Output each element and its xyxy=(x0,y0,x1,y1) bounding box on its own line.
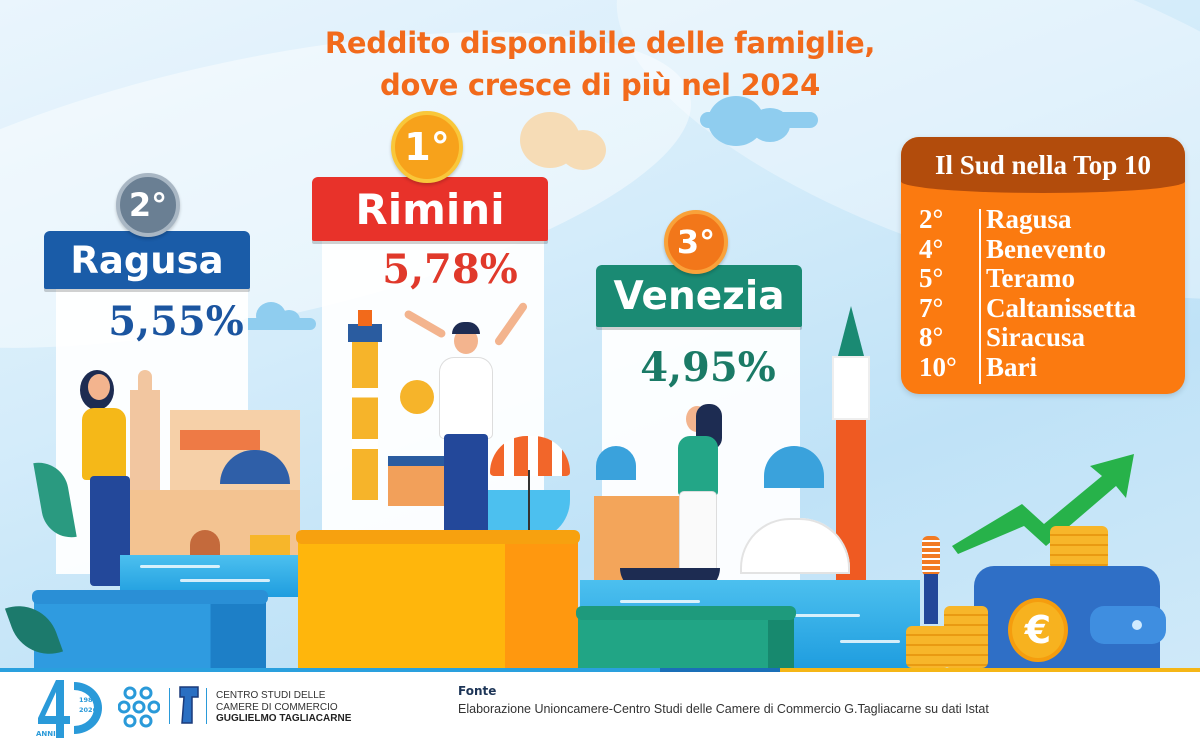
logo-separator xyxy=(169,688,170,724)
anniversary-years-top: 1986 xyxy=(79,696,98,704)
cloud-icon xyxy=(700,92,820,146)
org-line-1: CENTRO STUDI DELLE xyxy=(216,690,326,701)
title-line-2: dove cresce di più nel 2024 xyxy=(380,68,820,102)
venezia-rank-medal: 3° xyxy=(664,210,728,274)
top10-city: Benevento xyxy=(986,233,1106,264)
top10-rank: 10° xyxy=(919,351,957,382)
rimini-podium-block xyxy=(296,530,580,668)
top10-city: Siracusa xyxy=(986,322,1086,353)
org-line-3: GUGLIELMO TAGLIACARNE xyxy=(216,713,352,724)
page-title: Reddito disponibile delle famiglie, dove… xyxy=(0,22,1200,106)
venezia-city-label: Venezia xyxy=(613,273,785,319)
rimini-scene xyxy=(300,300,590,560)
top10-row: 10° Bari xyxy=(913,351,1178,383)
top10-row: 5° Teramo xyxy=(913,264,1178,294)
source-title: Fonte xyxy=(458,684,497,698)
ragusa-banner: Ragusa xyxy=(44,231,250,289)
footer xyxy=(0,668,1200,748)
top10-rank: 5° xyxy=(919,263,944,294)
top10-rank: 7° xyxy=(919,292,944,323)
rimini-rank-medal: 1° xyxy=(391,111,463,183)
rimini-value: 5,78% xyxy=(382,246,518,293)
top10-divider xyxy=(979,209,981,384)
ragusa-podium-block xyxy=(32,590,268,668)
org-line-2: CAMERE DI COMMERCIO xyxy=(216,701,338,713)
source-text: Elaborazione Unioncamere-Centro Studi de… xyxy=(458,702,989,716)
growth-arrow-icon xyxy=(952,454,1134,554)
anniversary-years-bottom: 2026 xyxy=(79,706,98,714)
40-anni-logo: 1986 2026 ANNI xyxy=(36,676,106,740)
ragusa-city-label: Ragusa xyxy=(70,238,224,282)
top10-city: Teramo xyxy=(986,263,1075,294)
logo-separator xyxy=(206,688,207,724)
wallet-scene: € xyxy=(900,440,1200,668)
anniversary-label: ANNI xyxy=(36,730,56,738)
cloud-icon xyxy=(242,300,318,332)
org-name: CENTRO STUDI DELLE CAMERE DI COMMERCIO G… xyxy=(216,690,351,725)
euro-coin-icon: € xyxy=(1008,598,1068,662)
top10-rank: 2° xyxy=(919,204,944,235)
footer-color-stripe xyxy=(0,668,1200,672)
top10-row: 7° Caltanissetta xyxy=(913,292,1178,324)
rimini-city-label: Rimini xyxy=(355,184,505,234)
top10-rank: 8° xyxy=(919,322,944,353)
top10-row: 2° Ragusa xyxy=(913,205,1178,235)
top10-city: Caltanissetta xyxy=(986,292,1136,323)
camere-commercio-logo-icon xyxy=(118,686,160,728)
venezia-value: 4,95% xyxy=(640,344,776,391)
infographic-canvas: Reddito disponibile delle famiglie, dove… xyxy=(0,0,1200,668)
top10-list: 2° Ragusa 4° Benevento 5° Teramo 7° Caltanis… xyxy=(913,205,1178,382)
top10-panel: Il Sud nella Top 10 2° Ragusa 4° Benevento… xyxy=(901,137,1185,394)
top10-city: Ragusa xyxy=(986,204,1072,235)
top10-heading: Il Sud nella Top 10 xyxy=(901,137,1185,193)
top10-city: Bari xyxy=(986,351,1037,382)
ragusa-rank-medal: 2° xyxy=(116,173,180,237)
venezia-podium-block xyxy=(576,606,796,668)
cloud-icon xyxy=(500,110,610,170)
anniversary-40-icon xyxy=(38,680,102,738)
title-line-1: Reddito disponibile delle famiglie, xyxy=(324,26,876,60)
venezia-banner: Venezia xyxy=(596,265,802,327)
top10-row: 4° Benevento xyxy=(913,233,1178,265)
tagliacarne-logo-icon xyxy=(179,686,199,724)
rimini-banner: Rimini xyxy=(312,177,548,241)
top10-row: 8° Siracusa xyxy=(913,323,1178,353)
ragusa-value: 5,55% xyxy=(108,298,244,345)
top10-rank: 4° xyxy=(919,233,944,264)
